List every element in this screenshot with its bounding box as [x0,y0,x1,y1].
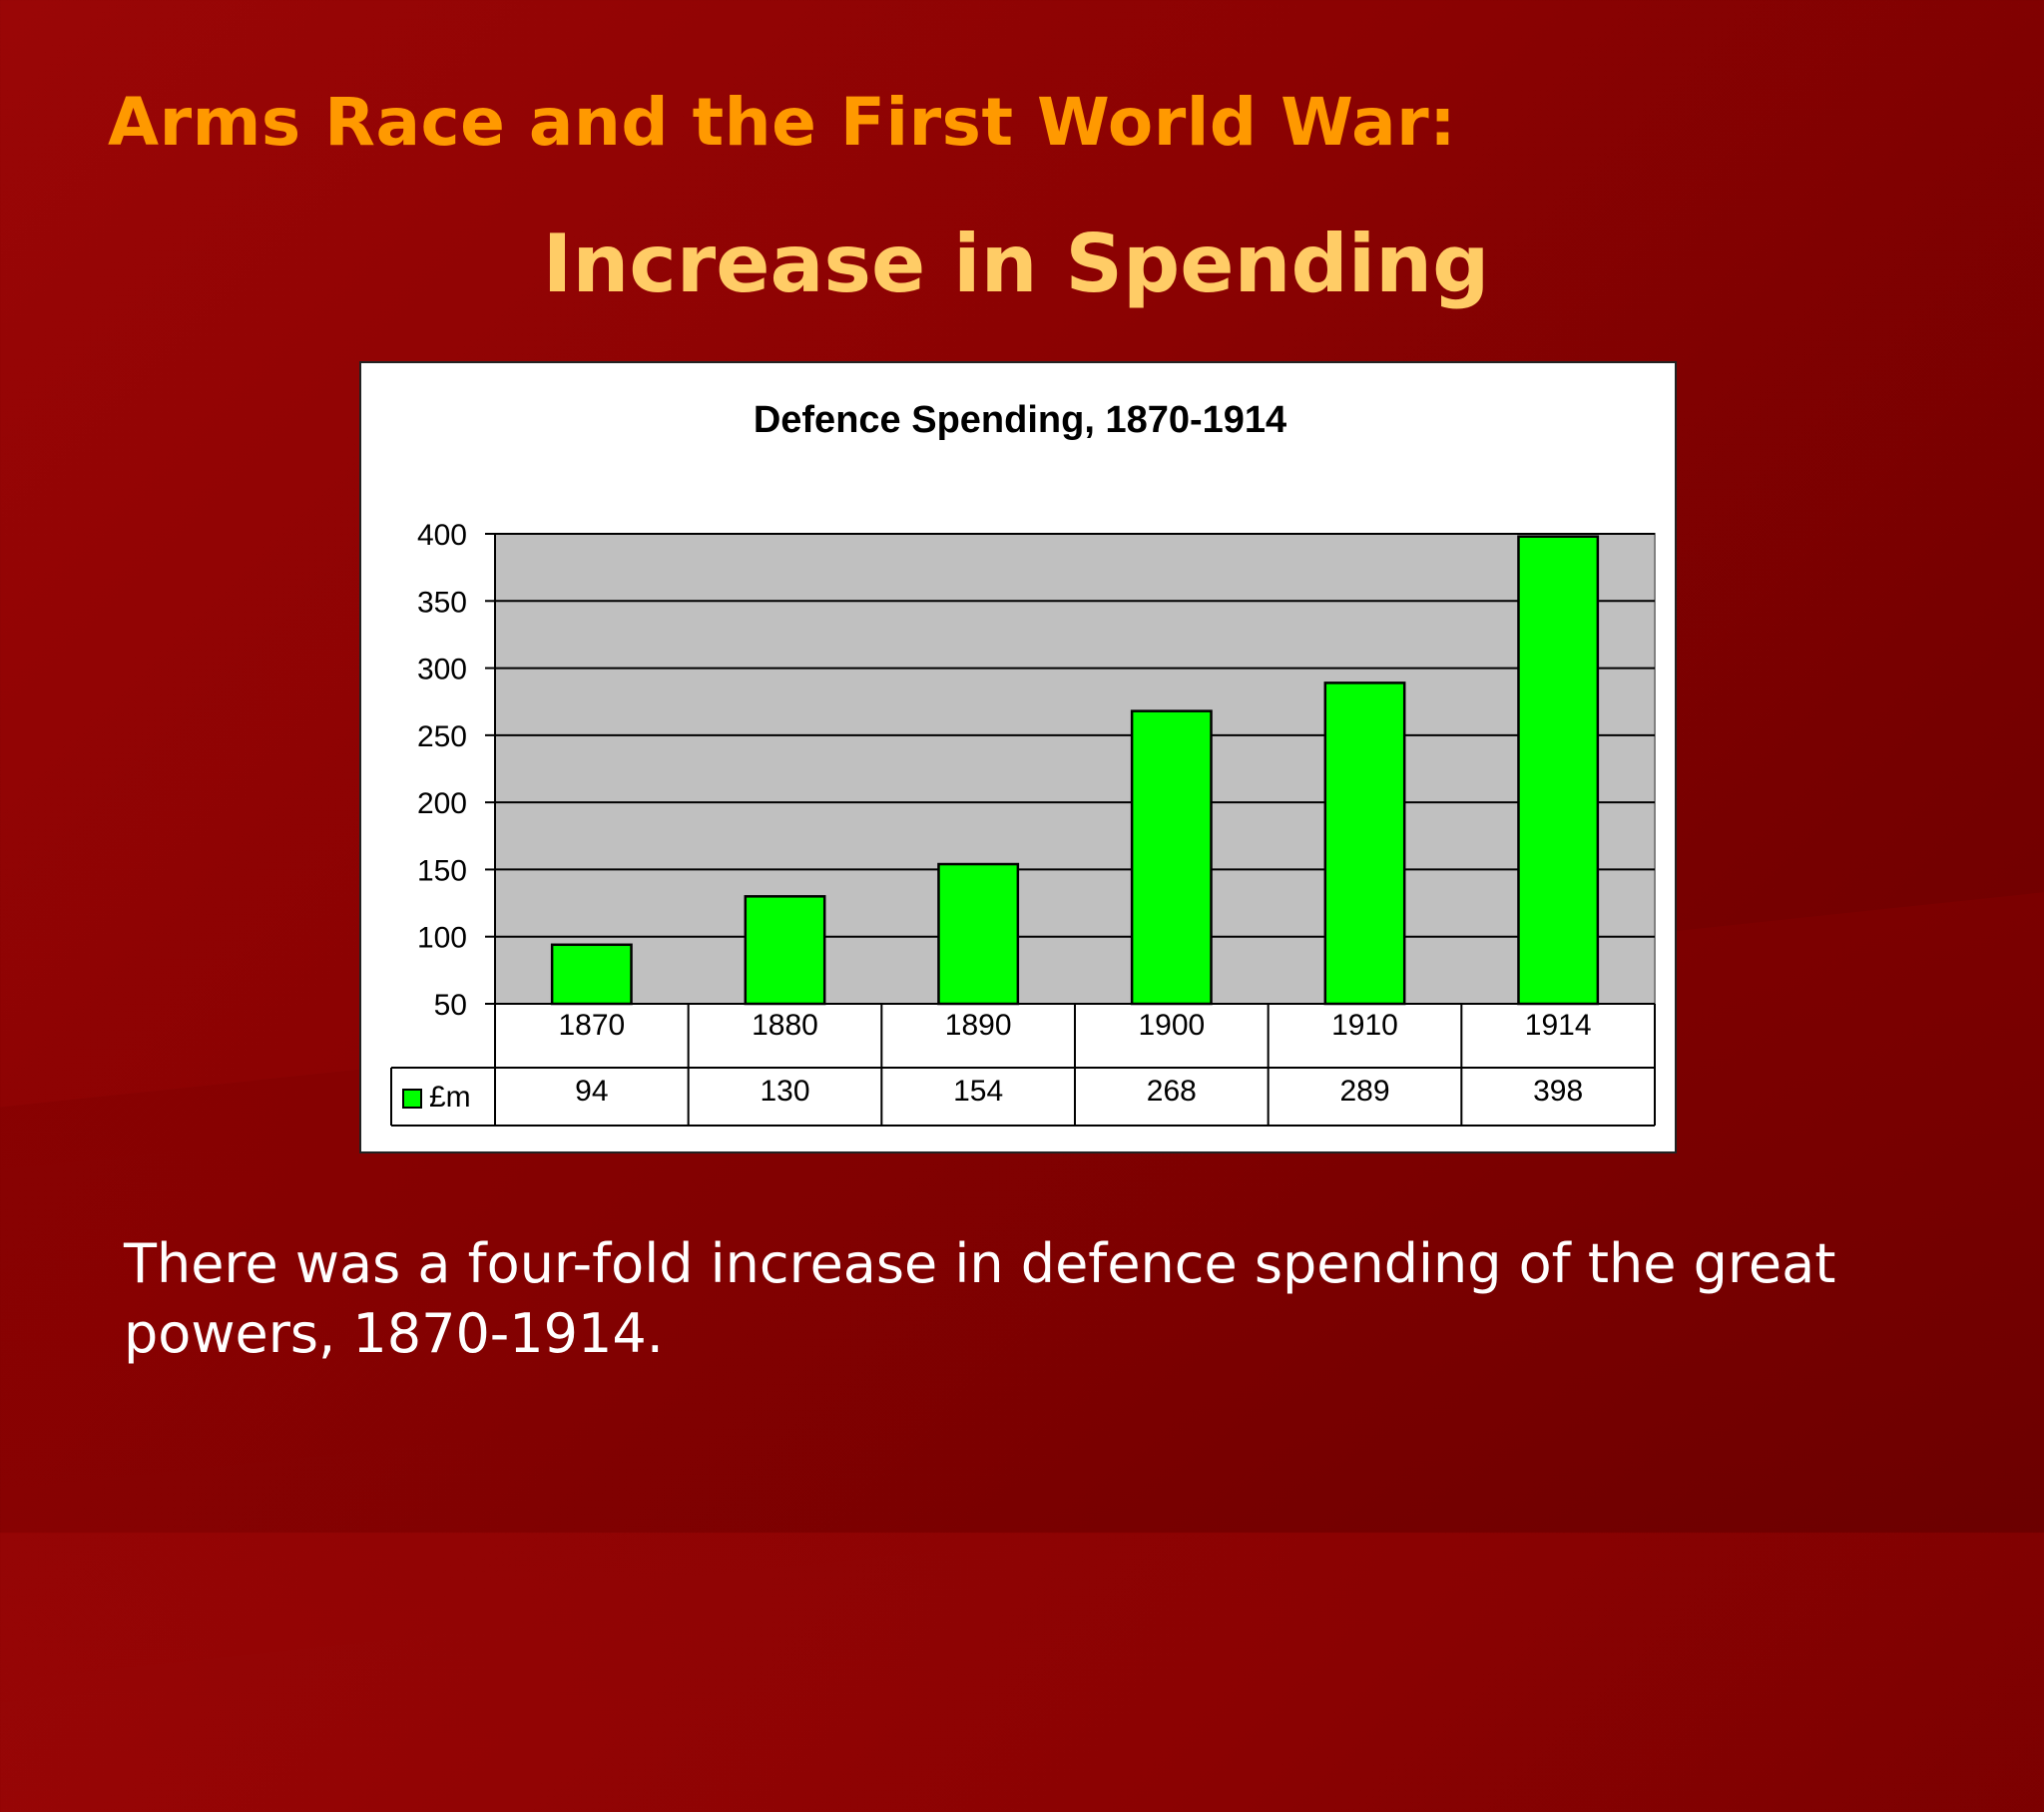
slide-title: Arms Race and the First World War: [108,84,1457,161]
data-label: 130 [760,1075,809,1108]
bar [1517,535,1600,1006]
x-tick-label: 1870 [558,1009,625,1042]
data-label: 398 [1533,1075,1583,1108]
slide-caption: There was a four-fold increase in defenc… [124,1232,1836,1365]
y-tick-label: 350 [417,586,467,619]
slide-subtitle-text: Increase in Spending [542,218,1490,310]
y-tick-label: 200 [417,787,467,820]
y-tick-label: 100 [417,922,467,955]
data-label: 154 [953,1075,1003,1108]
plot-area [494,533,1656,1005]
chart-title: Defence Spending, 1870-1914 [754,399,1286,441]
bar-chart: Defence Spending, 1870-1914 50 100 150 200 2… [390,399,1656,1127]
y-tick-label: 250 [417,720,467,753]
chart-container: Defence Spending, 1870-1914 50 100 150 200 2… [359,361,1677,1153]
bar [744,895,826,1006]
x-tick-label: 1914 [1525,1009,1592,1042]
legend-swatch [402,1089,422,1109]
bar [550,943,633,1006]
x-tick-label: 1880 [752,1009,818,1042]
y-tick-label: 400 [417,519,467,552]
x-tick-label: 1910 [1331,1009,1398,1042]
y-tick-label: 150 [417,854,467,887]
x-tick-label: 1900 [1138,1009,1205,1042]
bar [937,862,1020,1006]
data-label: 268 [1147,1075,1197,1108]
bar [1130,709,1213,1006]
y-tick-label: 300 [417,654,467,686]
slide-subtitle: Increase in Spending [0,218,2044,310]
y-tick-label: 50 [434,989,467,1022]
bar [1323,681,1406,1006]
x-tick-label: 1890 [945,1009,1012,1042]
data-label: 289 [1339,1075,1389,1108]
data-label: 94 [575,1075,608,1108]
legend-label: £m [429,1081,471,1114]
